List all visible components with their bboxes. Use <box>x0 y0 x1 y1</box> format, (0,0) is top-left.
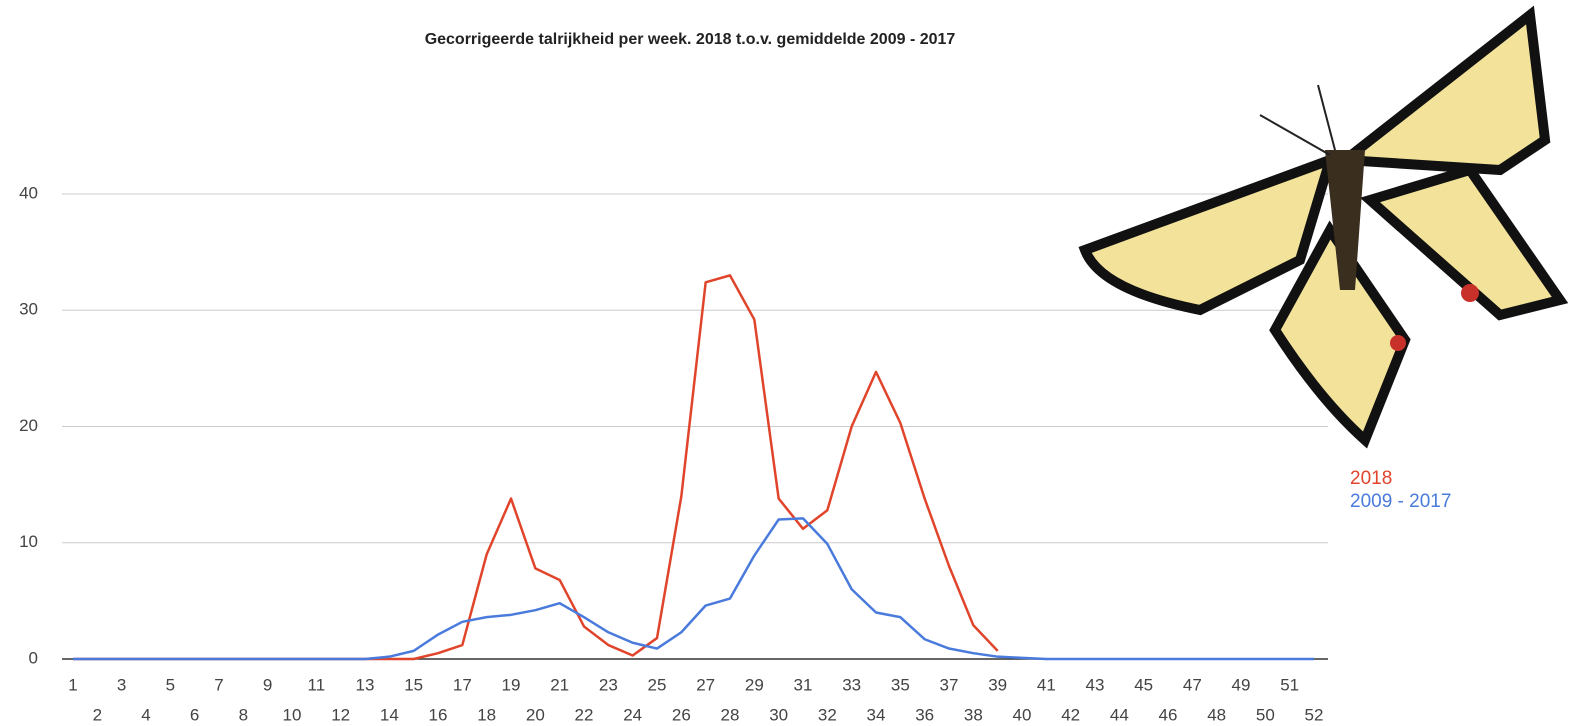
x-tick-label: 45 <box>1134 675 1153 694</box>
x-tick-label: 6 <box>190 705 199 724</box>
series-line <box>73 517 1314 661</box>
x-tick-label: 14 <box>380 705 399 724</box>
y-tick-label: 20 <box>19 416 38 435</box>
x-tick-label: 5 <box>166 675 175 694</box>
x-tick-label: 28 <box>721 705 740 724</box>
x-tick-label: 3 <box>117 675 126 694</box>
x-tick-label: 41 <box>1037 675 1056 694</box>
x-tick-label: 21 <box>550 675 569 694</box>
x-tick-label: 27 <box>696 675 715 694</box>
series-line <box>73 274 999 661</box>
x-tick-label: 25 <box>648 675 667 694</box>
x-tick-label: 1 <box>68 675 77 694</box>
x-tick-label: 10 <box>283 705 302 724</box>
x-tick-label: 37 <box>940 675 959 694</box>
x-tick-label: 52 <box>1305 705 1324 724</box>
x-tick-label: 13 <box>356 675 375 694</box>
x-tick-label: 33 <box>842 675 861 694</box>
x-tick-label: 38 <box>964 705 983 724</box>
chart-title: Gecorrigeerde talrijkheid per week. 2018… <box>425 31 956 48</box>
x-tick-label: 43 <box>1086 675 1105 694</box>
x-tick-label: 51 <box>1280 675 1299 694</box>
x-tick-label: 36 <box>915 705 934 724</box>
x-tick-label: 15 <box>404 675 423 694</box>
y-tick-label: 30 <box>19 300 38 319</box>
x-tick-label: 8 <box>239 705 248 724</box>
x-tick-label: 29 <box>745 675 764 694</box>
x-tick-label: 30 <box>769 705 788 724</box>
x-tick-label: 19 <box>502 675 521 694</box>
x-tick-label: 24 <box>623 705 642 724</box>
x-tick-label: 16 <box>429 705 448 724</box>
x-tick-label: 26 <box>672 705 691 724</box>
x-tick-label: 4 <box>141 705 150 724</box>
x-tick-label: 9 <box>263 675 272 694</box>
x-tick-label: 2 <box>93 705 102 724</box>
x-tick-label: 23 <box>599 675 618 694</box>
x-tick-label: 46 <box>1159 705 1178 724</box>
x-tick-label: 17 <box>453 675 472 694</box>
y-tick-label: 40 <box>19 183 38 202</box>
x-tick-label: 42 <box>1061 705 1080 724</box>
x-tick-label: 50 <box>1256 705 1275 724</box>
butterfly-illustration <box>1078 5 1569 449</box>
y-tick-label: 10 <box>19 532 38 551</box>
x-tick-label: 44 <box>1110 705 1129 724</box>
x-tick-label: 20 <box>526 705 545 724</box>
x-tick-label: 12 <box>331 705 350 724</box>
x-tick-label: 7 <box>214 675 223 694</box>
x-tick-label: 35 <box>891 675 910 694</box>
legend-entry: 2018 <box>1350 468 1392 489</box>
x-tick-label: 40 <box>1013 705 1032 724</box>
x-tick-label: 32 <box>818 705 837 724</box>
x-tick-label: 22 <box>575 705 594 724</box>
y-tick-label: 0 <box>29 648 38 667</box>
x-tick-label: 18 <box>477 705 496 724</box>
x-tick-label: 48 <box>1207 705 1226 724</box>
x-tick-label: 49 <box>1232 675 1251 694</box>
x-tick-label: 39 <box>988 675 1007 694</box>
x-tick-label: 11 <box>308 675 326 694</box>
x-tick-label: 31 <box>794 675 813 694</box>
x-tick-label: 34 <box>867 705 886 724</box>
legend-entry: 2009 - 2017 <box>1350 491 1451 512</box>
x-tick-label: 47 <box>1183 675 1202 694</box>
